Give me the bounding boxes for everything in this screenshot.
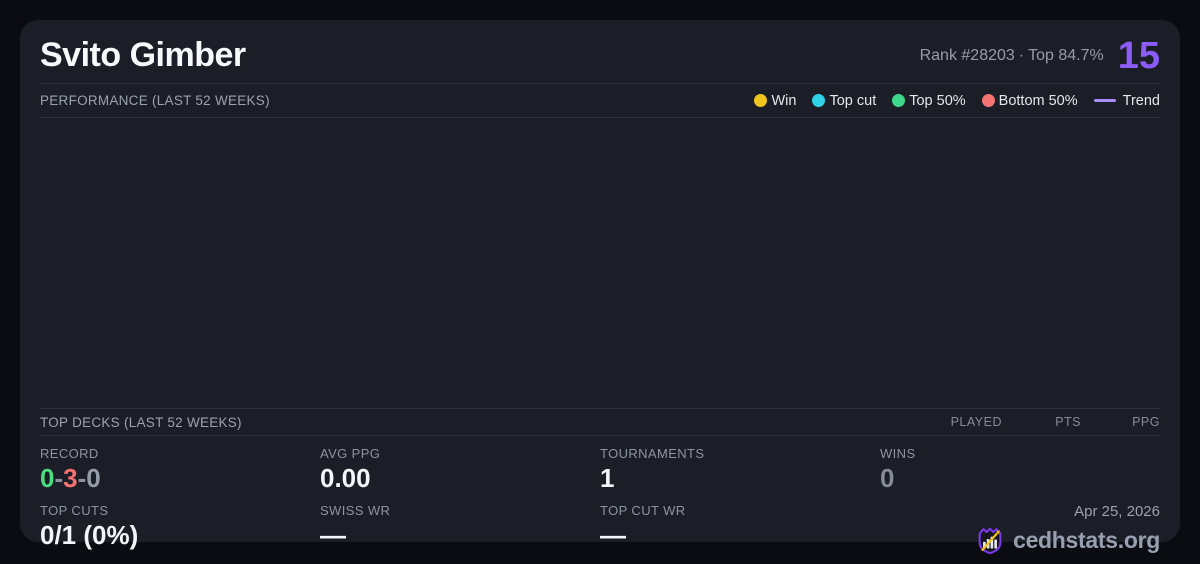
win-dot-icon bbox=[754, 94, 768, 107]
rank-area: Rank #28203 · Top 84.7% 15 bbox=[920, 37, 1160, 75]
wins-value: 0 bbox=[880, 463, 895, 493]
top-cut-dot-icon bbox=[812, 94, 826, 107]
bottom50-dot-icon bbox=[981, 94, 995, 107]
snapshot-date: Apr 25, 2026 bbox=[1074, 503, 1160, 521]
tournaments-value: 1 bbox=[600, 463, 615, 493]
divider bbox=[40, 408, 1160, 409]
stat-label: AVG PPG bbox=[320, 446, 381, 461]
divider bbox=[40, 83, 1160, 84]
stats-grid: RECORD 0-3-0 AVG PPG 0.00 TOURNAMENTS 1 … bbox=[40, 436, 1160, 558]
divider bbox=[40, 435, 1160, 436]
performance-section-title: PERFORMANCE (LAST 52 WEEKS) bbox=[40, 93, 270, 108]
top-decks-columns: PLAYED PTS PPG bbox=[923, 415, 1160, 429]
stat-label: WINS bbox=[880, 446, 916, 461]
column-header-ppg: PPG bbox=[1132, 415, 1160, 429]
top-cut-wr-value: — bbox=[600, 520, 626, 551]
top-decks-section-header: TOP DECKS (LAST 52 WEEKS) PLAYED PTS PPG bbox=[40, 409, 1160, 435]
stat-wins: WINS 0 bbox=[880, 438, 1160, 495]
stat-swiss-wr: SWISS WR — bbox=[320, 495, 600, 558]
top50-dot-icon bbox=[892, 94, 906, 107]
top-cuts-value: 0/1 (0%) bbox=[40, 520, 139, 551]
record-separator: - bbox=[77, 463, 87, 493]
stat-label: TOP CUTS bbox=[40, 503, 109, 519]
player-stats-card: Svito Gimber Rank #28203 · Top 84.7% 15 PE… bbox=[20, 20, 1180, 555]
stat-top-cuts: TOP CUTS 0/1 (0%) bbox=[40, 495, 320, 558]
swiss-wr-value: — bbox=[320, 520, 346, 551]
stat-top-cut-wr: TOP CUT WR — bbox=[600, 495, 880, 558]
chart-legend: Win Top cut Top 50% Bottom 50% Trend bbox=[754, 93, 1160, 109]
stat-label: RECORD bbox=[40, 446, 99, 461]
legend-item-win: Win bbox=[754, 93, 796, 109]
page-title: Svito Gimber bbox=[40, 36, 246, 74]
stat-record: RECORD 0-3-0 bbox=[40, 438, 320, 495]
legend-item-top-cut: Top cut bbox=[812, 93, 876, 109]
rank-separator: · bbox=[1018, 46, 1025, 64]
legend-label: Bottom 50% bbox=[998, 92, 1078, 109]
record-draws: 0 bbox=[86, 463, 101, 493]
avg-ppg-value: 0.00 bbox=[320, 463, 371, 493]
branding-area: Apr 25, 2026 cedhstats.org bbox=[880, 495, 1160, 558]
brand-row: cedhstats.org bbox=[975, 525, 1160, 555]
brand-name: cedhstats.org bbox=[1013, 526, 1160, 553]
record-losses: 3 bbox=[63, 463, 78, 493]
performance-section-header: PERFORMANCE (LAST 52 WEEKS) Win Top cut … bbox=[40, 84, 1160, 117]
rank-number: Rank #28203 bbox=[919, 46, 1015, 64]
record-wins: 0 bbox=[40, 463, 55, 493]
cedhstats-logo-icon bbox=[978, 528, 1002, 555]
stat-tournaments: TOURNAMENTS 1 bbox=[600, 438, 880, 495]
record-separator: - bbox=[54, 463, 64, 493]
stat-label: TOURNAMENTS bbox=[600, 446, 705, 461]
trend-line-icon bbox=[1093, 99, 1116, 102]
top-decks-section-title: TOP DECKS (LAST 52 WEEKS) bbox=[40, 414, 242, 430]
stat-label: SWISS WR bbox=[320, 503, 391, 519]
record-value: 0-3-0 bbox=[40, 463, 320, 493]
divider bbox=[40, 117, 1160, 118]
column-header-pts: PTS bbox=[1055, 415, 1081, 429]
legend-item-trend: Trend bbox=[1093, 92, 1160, 109]
card-header: Svito Gimber Rank #28203 · Top 84.7% 15 bbox=[40, 20, 1160, 83]
rank-label: Rank #28203 · Top 84.7% bbox=[920, 47, 1104, 65]
legend-label: Top 50% bbox=[909, 92, 966, 109]
legend-item-top50: Top 50% bbox=[892, 92, 966, 109]
legend-label: Top cut bbox=[829, 92, 877, 109]
stat-avg-ppg: AVG PPG 0.00 bbox=[320, 438, 600, 495]
column-header-played: PLAYED bbox=[950, 415, 1002, 429]
legend-label: Trend bbox=[1122, 92, 1160, 109]
stat-label: TOP CUT WR bbox=[600, 503, 686, 519]
legend-item-bottom50: Bottom 50% bbox=[981, 92, 1078, 109]
score-value: 15 bbox=[1117, 34, 1160, 77]
top-percent: Top 84.7% bbox=[1028, 46, 1104, 64]
legend-label: Win bbox=[771, 92, 797, 109]
performance-chart bbox=[40, 118, 1160, 408]
